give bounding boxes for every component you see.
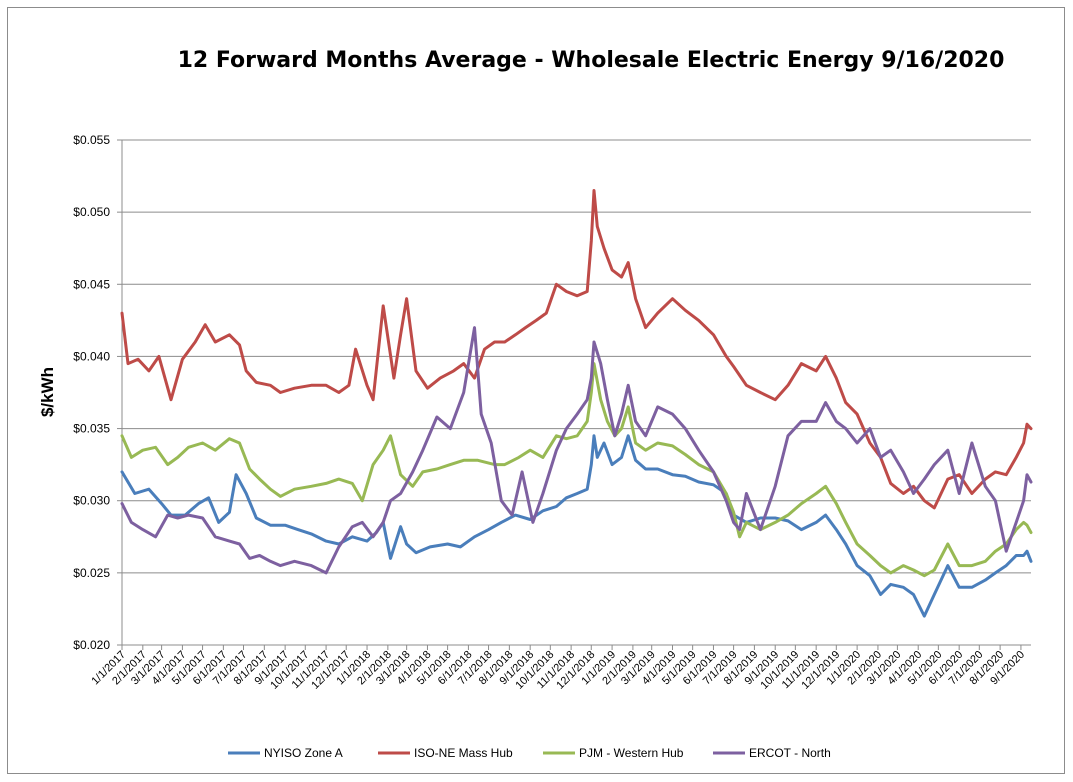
series-line: [120, 326, 1033, 575]
series-lines: [120, 189, 1033, 618]
y-tick-label: $0.040: [73, 349, 110, 363]
axes: [121, 140, 1031, 650]
chart-frame: 12 Forward Months Average - Wholesale El…: [7, 7, 1065, 774]
y-tick-label: $0.045: [73, 277, 110, 291]
y-tick-label: $0.050: [73, 205, 110, 219]
y-tick-label: $0.035: [73, 422, 110, 436]
y-tick-label: $0.055: [73, 133, 110, 147]
y-axis-label: $/kWh: [38, 367, 57, 417]
legend-label: ISO-NE Mass Hub: [414, 746, 513, 760]
y-tick-label: $0.030: [73, 494, 110, 508]
grid-lines: [117, 139, 1031, 646]
series-line: [120, 189, 1033, 510]
y-tick-label: $0.025: [73, 566, 110, 580]
chart-title: 12 Forward Months Average - Wholesale El…: [177, 48, 1005, 73]
legend-label: PJM - Western Hub: [579, 746, 684, 760]
series-line: [120, 362, 1033, 578]
legend-label: NYISO Zone A: [264, 746, 343, 760]
series-line: [120, 434, 1033, 618]
y-tick-label: $0.020: [73, 638, 110, 652]
legend: NYISO Zone A ISO-NE Mass Hub PJM - Western…: [228, 746, 831, 760]
x-tick-labels: 1/1/20172/1/20173/1/20174/1/20175/1/2017…: [89, 649, 1027, 692]
y-tick-labels: $0.020 $0.025 $0.030 $0.035 $0.040 $0.045 $0.0…: [73, 133, 110, 652]
legend-label: ERCOT - North: [749, 746, 831, 760]
